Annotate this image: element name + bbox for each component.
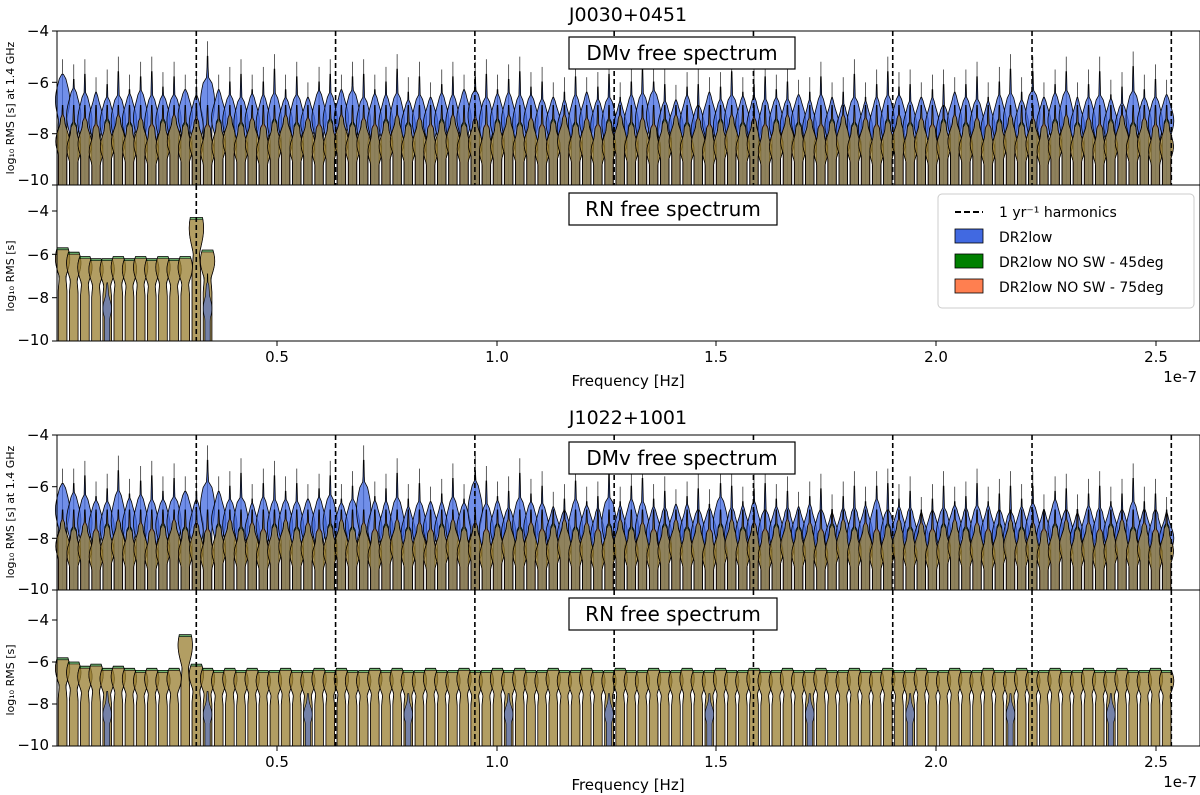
chart-1-rn-panel-label: RN free spectrum	[568, 597, 778, 631]
chart-1-dmv-ytick-label: −4	[27, 426, 49, 444]
chart-0: J0030+0451 DMv free spectrum −4 −6 −8 −1…	[4, 4, 1200, 390]
legend-45deg-label: DR2low NO SW - 45deg	[999, 255, 1164, 271]
chart-1-x-offset: 1e-7	[1163, 773, 1197, 791]
chart-0-xtick-label: 2.0	[924, 348, 948, 366]
chart-0-xtick-label: 1.5	[704, 348, 728, 366]
chart-0-dmv-ytick-label: −6	[27, 74, 49, 92]
chart-0-xaxis: 0.5 1.0 1.5 2.0 2.5 Frequency [Hz] 1e-7	[265, 341, 1197, 390]
chart-1-rn-frame	[56, 589, 1200, 747]
chart-1-rn-ylabel: log₁₀ RMS [s]	[4, 644, 17, 715]
chart-1-rn-ytick-label: −8	[27, 695, 49, 713]
legend-dr2low-swatch	[954, 228, 984, 244]
chart-1-xtick-label: 0.5	[265, 753, 289, 771]
chart-1: J1022+1001 DMv free spectrum −4 −6 −8 −1…	[4, 407, 1200, 794]
chart-1-rn-panel: RN free spectrum −4 −6 −8 −10 log₁₀ RMS …	[4, 589, 1200, 754]
chart-1-dmv-ylabel: log₁₀ RMS [s] at 1.4 GHz	[4, 445, 17, 578]
chart-0-dmv-ytick-label: −8	[27, 125, 49, 143]
chart-0-title: J0030+0451	[568, 4, 687, 26]
chart-0-dmv-violins	[55, 41, 1175, 186]
chart-0-dmv-yticks: −4 −6 −8 −10	[17, 22, 57, 189]
violin-nosw-75deg	[177, 636, 193, 747]
chart-0-dmv-ylabel: log₁₀ RMS [s] at 1.4 GHz	[4, 41, 17, 174]
legend-harmonics-label: 1 yr⁻¹ harmonics	[999, 205, 1117, 221]
chart-1-rn-yticks: −4 −6 −8 −10	[17, 611, 57, 754]
chart-0-rn-yticks: −4 −6 −8 −10	[17, 202, 57, 349]
legend-75deg-label: DR2low NO SW - 75deg	[999, 280, 1164, 296]
chart-1-dmv-ytick-label: −6	[27, 478, 49, 496]
chart-0-dmv-ytick-label: −4	[27, 22, 49, 40]
chart-1-xaxis: 0.5 1.0 1.5 2.0 2.5 Frequency [Hz] 1e-7	[265, 746, 1197, 794]
chart-0-rn-violins	[54, 217, 216, 342]
chart-0-dmv-panel-label: DMv free spectrum	[568, 36, 796, 70]
chart-0-xtick-label: 1.0	[485, 348, 509, 366]
chart-0-rn-label-text: RN free spectrum	[585, 197, 761, 221]
chart-0-xtick-label: 2.5	[1144, 348, 1168, 366]
chart-0-rn-ytick-label: −4	[27, 202, 49, 220]
chart-0-xlabel: Frequency [Hz]	[571, 372, 684, 390]
chart-0-rn-ytick-label: −8	[27, 289, 49, 307]
chart-1-rn-label-text: RN free spectrum	[585, 602, 761, 626]
chart-0-rn-ylabel: log₁₀ RMS [s]	[4, 240, 17, 311]
violin-nosw-75deg	[166, 670, 182, 747]
chart-1-rn-ytick-label: −4	[27, 611, 49, 629]
legend: 1 yr⁻¹ harmonics DR2low DR2low NO SW - 4…	[937, 193, 1195, 309]
chart-0-rn-frame	[56, 184, 1200, 342]
chart-1-xlabel: Frequency [Hz]	[571, 776, 684, 794]
chart-0-rn-panel-label: RN free spectrum	[568, 192, 778, 226]
chart-1-xtick-label: 2.5	[1144, 753, 1168, 771]
legend-75deg-swatch	[954, 278, 984, 294]
violin-nosw-75deg	[177, 258, 193, 342]
chart-1-rn-ytick-label: −6	[27, 653, 49, 671]
chart-1-dmv-panel: DMv free spectrum −4 −6 −8 −10 log₁₀ RMS…	[4, 426, 1200, 598]
chart-0-xtick-label: 0.5	[265, 348, 289, 366]
chart-0-rn-panel: RN free spectrum −4 −6 −8 −10 log₁₀ RMS …	[4, 184, 1200, 349]
chart-0-dmv-label-text: DMv free spectrum	[586, 41, 777, 65]
chart-1-title: J1022+1001	[568, 407, 687, 429]
chart-1-dmv-ytick-label: −8	[27, 530, 49, 548]
chart-1-xtick-label: 2.0	[924, 753, 948, 771]
chart-1-dmv-yticks: −4 −6 −8 −10	[17, 426, 57, 598]
chart-1-dmv-label-text: DMv free spectrum	[586, 446, 777, 470]
chart-0-rn-ytick-label: −10	[17, 331, 49, 349]
chart-1-dmv-panel-label: DMv free spectrum	[568, 441, 796, 475]
chart-0-x-offset: 1e-7	[1163, 368, 1197, 386]
chart-0-dmv-panel: DMv free spectrum −4 −6 −8 −10 log₁₀ RMS…	[4, 22, 1200, 189]
chart-1-xtick-label: 1.0	[485, 753, 509, 771]
legend-dr2low-label: DR2low	[999, 230, 1052, 246]
chart-1-xtick-label: 1.5	[704, 753, 728, 771]
chart-0-rn-ytick-label: −6	[27, 246, 49, 264]
legend-45deg-swatch	[954, 253, 984, 269]
chart-1-dmv-ytick-label: −10	[17, 580, 49, 598]
chart-0-dmv-ytick-label: −10	[17, 171, 49, 189]
chart-1-rn-ytick-label: −10	[17, 736, 49, 754]
